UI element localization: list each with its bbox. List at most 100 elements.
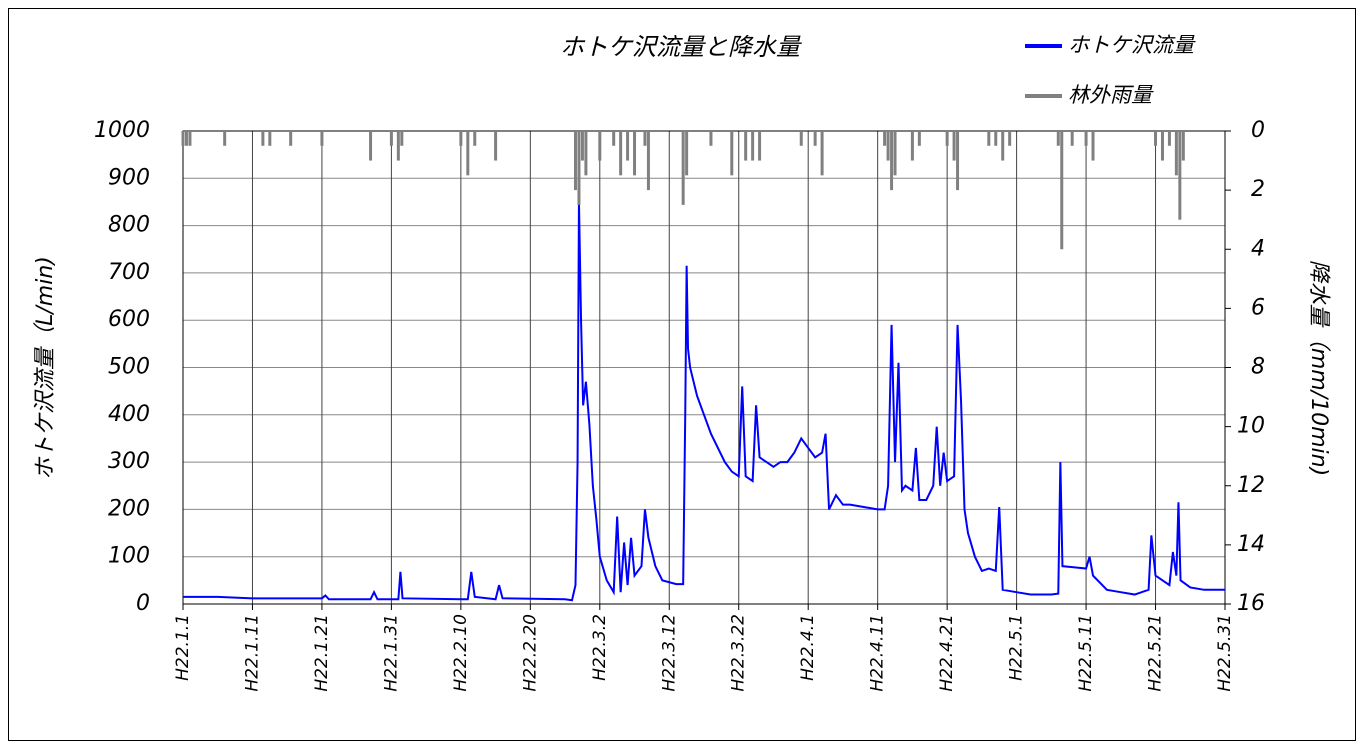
chart-title: ホトケ沢流量と降水量 bbox=[560, 33, 802, 61]
rain-bar bbox=[1008, 131, 1012, 146]
x-tick-label: H22.4.11 bbox=[868, 614, 888, 692]
x-tick-label: H22.4.21 bbox=[937, 614, 957, 692]
x-tick-label: H22.1.11 bbox=[242, 614, 262, 692]
rain-bar bbox=[598, 131, 602, 161]
x-tick-label: H22.5.11 bbox=[1076, 614, 1096, 692]
rain-bar bbox=[646, 131, 650, 191]
rain-bar bbox=[886, 131, 890, 161]
x-tick-label: H22.3.2 bbox=[590, 614, 610, 681]
rain-bar bbox=[473, 131, 477, 146]
rain-bar bbox=[633, 131, 637, 176]
rain-bar bbox=[910, 131, 914, 161]
rain-bar bbox=[1056, 131, 1060, 146]
rain-bar bbox=[580, 131, 584, 161]
y-tick-label: 1000 bbox=[94, 118, 150, 143]
x-tick-label: H22.2.10 bbox=[451, 614, 471, 692]
rain-bar bbox=[890, 131, 894, 191]
x-tick-label: H22.1.21 bbox=[312, 614, 332, 692]
rain-bar bbox=[643, 131, 647, 146]
y2-tick-label: 10 bbox=[1237, 414, 1265, 439]
rain-bar bbox=[626, 131, 630, 161]
rain-bar bbox=[619, 131, 623, 176]
y-tick-label: 500 bbox=[108, 355, 150, 380]
x-tick-label: H22.5.1 bbox=[1007, 614, 1027, 681]
rain-bar bbox=[577, 131, 581, 205]
rain-bar bbox=[751, 131, 755, 161]
rain-bar bbox=[813, 131, 817, 146]
x-tick-label: H22.5.21 bbox=[1146, 614, 1166, 692]
rain-bar bbox=[917, 131, 921, 146]
rain-bar bbox=[1091, 131, 1095, 161]
rain-bar bbox=[1060, 131, 1064, 250]
rain-bar bbox=[184, 131, 188, 146]
rain-bar bbox=[261, 131, 265, 146]
y2-tick-label: 6 bbox=[1251, 295, 1265, 320]
rain-bar bbox=[1178, 131, 1182, 220]
rain-bar bbox=[1070, 131, 1074, 146]
y-tick-label: 0 bbox=[136, 591, 150, 616]
rain-bar bbox=[1167, 131, 1171, 146]
rain-bar bbox=[612, 131, 616, 146]
rain-bar bbox=[400, 131, 404, 146]
rain-bar bbox=[1154, 131, 1158, 146]
rain-bar bbox=[494, 131, 498, 161]
legend-label: ホトケ沢流量 bbox=[1068, 33, 1196, 57]
y-tick-label: 200 bbox=[108, 496, 150, 521]
plot-border bbox=[182, 130, 1226, 605]
y2-tick-label: 14 bbox=[1237, 532, 1265, 557]
rain-bar bbox=[396, 131, 400, 161]
y-tick-label: 700 bbox=[108, 260, 150, 285]
rain-bar bbox=[584, 131, 588, 176]
rain-bar bbox=[459, 131, 463, 146]
x-tick-label: H22.5.31 bbox=[1215, 614, 1235, 692]
y-tick-label: 100 bbox=[108, 544, 150, 569]
rain-bar bbox=[956, 131, 960, 191]
rain-bar bbox=[181, 131, 185, 146]
y-tick-label: 800 bbox=[108, 213, 150, 238]
y2-tick-label: 12 bbox=[1237, 473, 1265, 498]
rain-bar bbox=[994, 131, 998, 146]
rain-bar bbox=[289, 131, 293, 146]
y-tick-label: 300 bbox=[108, 449, 150, 474]
y2-tick-label: 16 bbox=[1237, 591, 1265, 616]
rain-bar bbox=[945, 131, 949, 146]
rain-bar bbox=[987, 131, 991, 146]
legend-label: 林外雨量 bbox=[1068, 83, 1154, 107]
rain-bar bbox=[681, 131, 685, 205]
y-tick-label: 900 bbox=[108, 165, 150, 190]
rain-bar bbox=[369, 131, 373, 161]
rain-bar bbox=[744, 131, 748, 161]
x-tick-label: H22.2.20 bbox=[520, 614, 540, 692]
x-tick-label: H22.1.1 bbox=[173, 614, 193, 681]
rain-bar bbox=[1001, 131, 1005, 161]
rain-bar bbox=[799, 131, 803, 146]
x-tick-label: H22.1.31 bbox=[381, 614, 401, 692]
rain-bar bbox=[883, 131, 887, 146]
rain-bar bbox=[268, 131, 272, 146]
y2-tick-label: 8 bbox=[1251, 355, 1265, 380]
rain-bar bbox=[685, 131, 689, 176]
x-tick-label: H22.3.22 bbox=[729, 614, 749, 692]
rain-bar bbox=[758, 131, 762, 161]
y2-axis-label: 降水量（mm/10min) bbox=[1306, 260, 1331, 476]
rain-bar bbox=[730, 131, 734, 176]
y2-tick-label: 4 bbox=[1251, 236, 1265, 261]
x-tick-label: H22.4.1 bbox=[798, 614, 818, 681]
rain-bar bbox=[223, 131, 227, 146]
y-tick-label: 400 bbox=[108, 402, 150, 427]
y2-tick-label: 2 bbox=[1251, 177, 1265, 202]
rain-bar bbox=[573, 131, 577, 191]
y2-tick-label: 0 bbox=[1251, 118, 1265, 143]
rain-bar bbox=[952, 131, 956, 161]
rain-bar bbox=[820, 131, 824, 176]
x-tick-label: H22.3.12 bbox=[659, 614, 679, 692]
rain-bar bbox=[1174, 131, 1178, 176]
rain-bar bbox=[893, 131, 897, 176]
rain-bar bbox=[709, 131, 713, 146]
rain-bar bbox=[1181, 131, 1185, 161]
rain-bar bbox=[389, 131, 393, 146]
rain-bar bbox=[188, 131, 192, 146]
rain-bar bbox=[1160, 131, 1164, 161]
rain-bar bbox=[320, 131, 324, 146]
